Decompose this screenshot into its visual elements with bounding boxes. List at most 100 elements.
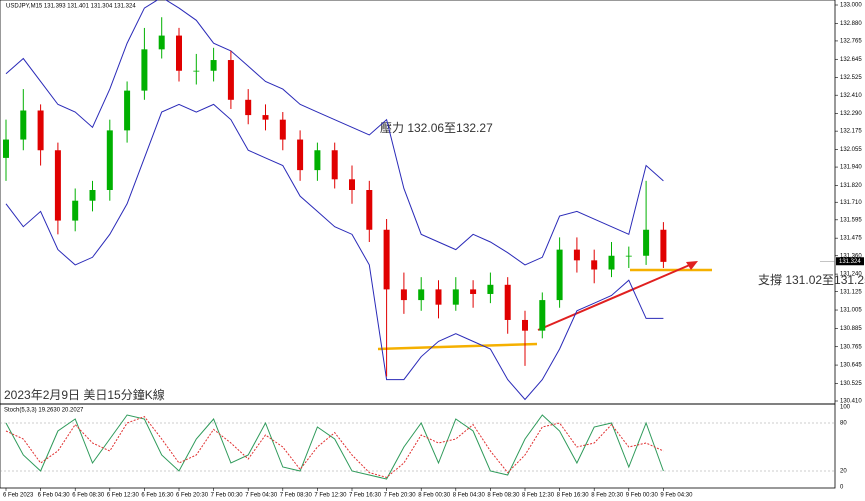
support-note: 支撐 131.02至131.25 [758,273,865,287]
last-price-label: 131.324 [839,259,861,265]
candle-body [176,35,182,71]
candle-body [245,99,252,116]
y-tick-label: 130.885 [840,326,862,332]
candle-body [37,110,44,151]
y-tick-label: 132.175 [840,129,862,135]
candle-body [3,139,9,158]
x-tick-label: 7 Feb 16:30 [349,493,382,499]
series-line [5,414,664,480]
y-tick-label: 130.525 [840,381,862,387]
y-tick-label: 131.360 [840,253,862,259]
candle-body [504,284,511,320]
y-tick-label: 130.645 [840,363,862,369]
candle-body [314,150,321,171]
y-tick-label: 132.880 [840,21,862,27]
candle-body [418,289,425,301]
x-tick-label: 6 Feb 04:30 [38,493,71,499]
candle-body [72,200,79,221]
y-tick-label: 132.410 [840,93,862,99]
candle-body [556,249,563,301]
x-tick-label: 7 Feb 04:30 [245,493,278,499]
candle-body [20,110,27,140]
y-tick-label: 132.290 [840,111,862,117]
y-tick-label: 132.765 [840,39,862,45]
y-tick-label: 0 [840,485,844,491]
candle-body [452,289,459,305]
candle-body [193,70,200,72]
series-line [5,416,664,478]
chart-header: USDJPY,M15 131.393 131.401 131.304 131.3… [6,4,136,10]
y-tick-label: 80 [840,421,847,427]
candle-body [400,289,407,301]
x-tick-label: 6 Feb 08:30 [72,493,105,499]
stoch-label: Stoch(5,3,3) 19.2630 20.2027 [4,408,84,414]
x-tick-label: 8 Feb 12:30 [522,493,555,499]
y-tick-label: 132.055 [840,147,862,153]
candle-body [124,90,131,131]
candle-body [608,255,615,270]
resistance-note: 壓力 132.06至132.27 [380,121,493,135]
x-tick-label: 8 Feb 00:30 [418,493,451,499]
candle-body [643,229,650,256]
y-tick-label: 131.820 [840,183,862,189]
x-tick-label: 6 Feb 16:30 [141,493,174,499]
candle-body [487,284,494,294]
candle-body [158,35,165,50]
candle-body [573,249,580,261]
candle-body [539,300,546,331]
series-line [5,0,664,266]
series-line [5,103,664,401]
candle-body [279,119,286,140]
plot-frame [0,0,836,489]
y-tick-label: 133.000 [840,3,862,9]
candle-body [227,60,234,100]
y-tick-label: 131.005 [840,308,862,314]
y-tick-label: 131.710 [840,200,862,206]
y-tick-label: 20 [840,469,847,475]
candle-body [54,150,61,221]
trend-arrow [686,261,698,270]
candle-body [141,49,148,91]
y-tick-label: 131.595 [840,217,862,223]
candle-body [349,179,355,191]
candle-body [435,289,442,305]
x-tick-label: 8 Feb 08:30 [487,493,520,499]
y-tick-label: 131.475 [840,236,862,242]
x-tick-label: 9 Feb 04:30 [660,493,693,499]
x-tick-label: 7 Feb 08:30 [280,493,313,499]
y-tick-label: 130.765 [840,344,862,350]
candle-body [660,229,667,262]
chart-caption: 2023年2月9日 美日15分鐘K線 [4,387,165,402]
candle-body [625,255,632,257]
y-tick-label: 131.940 [840,165,862,171]
candle-body [89,190,96,201]
y-tick-label: 132.645 [840,57,862,63]
candle-body [470,289,477,294]
y-tick-label: 131.240 [840,272,862,278]
candle-body [522,319,528,331]
last-price-tag [836,257,864,266]
y-tick-label: 131.125 [840,289,862,295]
y-tick-label: 100 [840,405,851,411]
x-tick-label: 6 Feb 20:30 [176,493,209,499]
support-line [377,342,538,351]
x-tick-label: 7 Feb 20:30 [384,493,417,499]
y-tick-label: 130.410 [840,399,862,405]
y-tick-label: 132.525 [840,75,862,81]
x-tick-label: 7 Feb 12:30 [314,493,347,499]
candle-body [210,60,217,71]
candle-body [262,115,269,120]
x-tick-label: 8 Feb 16:30 [557,493,590,499]
candle-body [106,130,113,191]
x-tick-label: 7 Feb 00:30 [211,493,244,499]
trend-line [537,263,693,331]
x-tick-label: 8 Feb 20:30 [591,493,624,499]
candle-body [366,190,373,230]
candle-body [591,260,598,270]
x-tick-label: 8 Feb 04:30 [453,493,486,499]
candle-body [297,139,304,171]
candle-body [383,229,390,290]
x-tick-label: 6 Feb 12:30 [107,493,140,499]
x-tick-label: 6 Feb 2023 [3,493,34,499]
